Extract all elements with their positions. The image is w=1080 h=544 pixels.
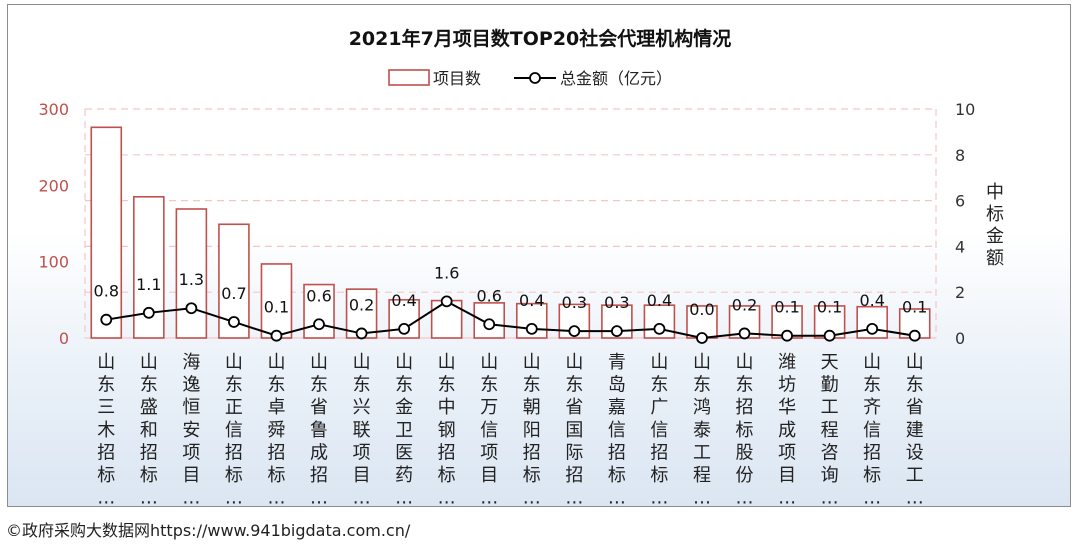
amount-point — [610, 325, 623, 338]
left-axis-ticks: 0 100 200 300 — [38, 100, 69, 348]
category-label: 山东卓舜招标… — [267, 352, 285, 509]
amount-data-label: 0.1 — [817, 298, 842, 317]
amount-point — [483, 318, 496, 331]
category-label: 山东省建设工… — [906, 352, 924, 509]
category-label: 山东盛和招标… — [140, 352, 158, 509]
legend-line-label: 总金额（亿元） — [560, 69, 672, 88]
amount-point — [355, 327, 368, 340]
amount-point — [185, 302, 198, 315]
amount-data-label: 0.2 — [349, 295, 374, 314]
legend-line-marker — [529, 72, 541, 84]
category-label: 山东中钢招标… — [438, 352, 456, 509]
bar — [260, 263, 293, 339]
data-labels: 0.8 1.1 1.3 0.7 0.1 0.6 0.2 0.4 1.6 0.6 0.4 0.3 0.3 0… — [94, 263, 928, 319]
category-label: 潍坊华成项目… — [778, 352, 796, 509]
chart-title: 2021年7月项目数TOP20社会代理机构情况 — [349, 27, 732, 50]
amount-data-label: 1.3 — [179, 270, 204, 289]
amount-data-label: 0.7 — [221, 284, 246, 303]
amount-data-label: 0.1 — [264, 298, 289, 317]
amount-data-label: 0.3 — [562, 293, 587, 312]
category-label: 山东正信招标… — [225, 352, 243, 509]
amount-point — [398, 322, 411, 335]
amount-point — [228, 316, 240, 328]
amount-point — [823, 329, 836, 342]
amount-point — [653, 322, 666, 335]
category-label: 山东广信招标… — [650, 352, 668, 509]
category-label: 海逸恒安项目… — [182, 352, 200, 509]
amount-data-label: 1.1 — [136, 275, 161, 294]
category-label: 山东兴联项目… — [353, 352, 371, 509]
total-amount-line — [106, 300, 915, 340]
amount-point — [100, 313, 113, 326]
right-tick-label: 10 — [955, 100, 975, 119]
bars — [90, 126, 931, 339]
amount-data-label: 0.2 — [732, 295, 757, 314]
amount-data-label: 0.3 — [604, 293, 629, 312]
left-tick-label: 100 — [38, 253, 69, 272]
category-label: 山东朝阳招标… — [523, 352, 541, 509]
amount-point — [313, 318, 325, 331]
right-axis-ticks: 0 2 4 6 8 10 — [955, 100, 975, 348]
category-label: 青岛嘉信招标… — [608, 352, 626, 509]
right-axis-title: 中标金额 — [986, 182, 1004, 269]
category-label: 山东省鲁成招… — [310, 352, 328, 509]
gridlines — [84, 108, 937, 339]
bar — [90, 126, 123, 339]
amount-point — [568, 325, 581, 338]
left-tick-label: 300 — [38, 100, 69, 119]
right-tick-label: 6 — [955, 192, 965, 211]
amount-point — [908, 329, 921, 342]
category-label: 山东鸿泰工程… — [693, 352, 711, 509]
category-label: 山东金卫医药… — [395, 352, 413, 509]
right-tick-label: 0 — [955, 329, 965, 348]
amount-point — [696, 332, 708, 344]
right-tick-label: 8 — [955, 146, 965, 165]
amount-data-label: 0.8 — [94, 282, 119, 301]
left-tick-label: 200 — [38, 176, 69, 195]
amount-point — [866, 322, 879, 335]
amount-data-label: 0.4 — [859, 291, 884, 310]
bar — [175, 208, 208, 339]
legend: 项目数 总金额（亿元） — [388, 69, 672, 88]
amount-data-label: 0.4 — [519, 291, 544, 310]
left-tick-label: 0 — [59, 329, 69, 348]
right-axis-label: 中标金额 — [986, 182, 1004, 269]
amount-point — [781, 329, 793, 342]
category-label: 天勤工程咨询… — [821, 352, 839, 509]
amount-point — [142, 306, 155, 319]
amount-polyline — [106, 300, 915, 340]
category-labels: 山东三木招标… 山东盛和招标… 海逸恒安项目… 山东正信招标… 山东卓舜招标… 山东省鲁成… — [97, 352, 923, 509]
right-tick-label: 2 — [955, 283, 965, 302]
legend-bar-label: 项目数 — [433, 69, 481, 88]
amount-point — [440, 295, 453, 308]
amount-data-label: 0.4 — [391, 291, 416, 310]
amount-point — [270, 329, 283, 342]
amount-data-label: 0.6 — [306, 286, 331, 305]
amount-data-label: 1.6 — [434, 263, 459, 282]
points — [100, 295, 921, 344]
category-label: 山东齐信招标… — [863, 352, 881, 509]
category-label: 山东三木招标… — [97, 352, 115, 509]
category-label: 山东省国际招… — [565, 352, 583, 509]
amount-data-label: 0.1 — [902, 298, 927, 317]
legend-bar-swatch — [388, 69, 430, 86]
amount-data-label: 0.4 — [647, 291, 672, 310]
amount-data-label: 0.6 — [476, 286, 501, 305]
amount-data-label: 0.0 — [689, 300, 714, 319]
category-label: 山东招标股份… — [736, 352, 754, 509]
right-tick-label: 4 — [955, 237, 965, 256]
amount-point — [738, 327, 751, 340]
footer-source: ©政府采购大数据网https://www.941bigdata.com.cn/ — [6, 521, 411, 540]
amount-data-label: 0.1 — [774, 298, 799, 317]
amount-point — [525, 322, 538, 335]
category-label: 山东万信项目… — [480, 352, 498, 509]
